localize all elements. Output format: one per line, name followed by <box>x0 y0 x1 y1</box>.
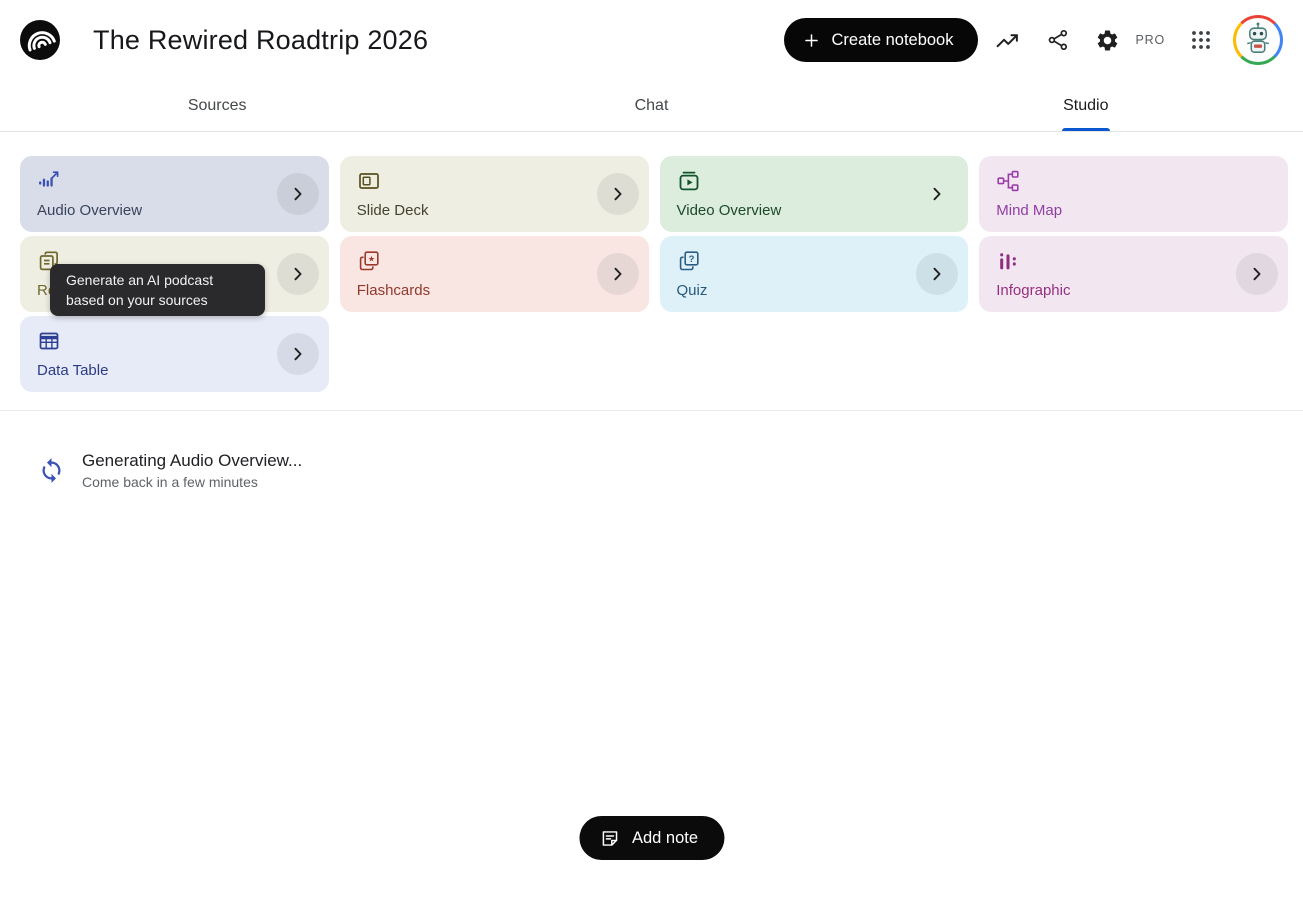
trending-up-icon <box>996 33 1018 47</box>
svg-text:★: ★ <box>368 255 375 264</box>
status-title: Generating Audio Overview... <box>82 451 303 470</box>
card-label: Audio Overview <box>37 202 143 219</box>
pro-badge: PRO <box>1135 33 1165 47</box>
add-note-label: Add note <box>631 828 699 847</box>
flashcards-icon: ★ <box>357 249 381 273</box>
video-overview-icon <box>677 169 701 193</box>
create-notebook-label: Create notebook <box>831 30 954 49</box>
tab-chat[interactable]: Chat <box>434 80 868 131</box>
share-button[interactable] <box>1038 20 1078 60</box>
studio-card-infographic[interactable]: Infographic <box>979 236 1288 312</box>
robot-avatar <box>1236 18 1280 62</box>
status-subtitle: Come back in a few minutes <box>82 474 258 490</box>
studio-cards-grid: Audio Overview Slide Deck <box>20 156 1288 392</box>
tab-active-underline <box>1061 128 1110 131</box>
analytics-button[interactable] <box>988 20 1028 60</box>
card-label: Quiz <box>676 282 708 299</box>
google-apps-button[interactable] <box>1181 20 1221 60</box>
tab-sources-label: Sources <box>187 96 247 114</box>
card-label: Slide Deck <box>356 202 429 219</box>
notebooklm-logo[interactable] <box>20 20 60 60</box>
notebook-title: The Rewired Roadtrip 2026 <box>93 24 429 55</box>
share-icon <box>1048 29 1067 51</box>
audio-waveform-arrow-icon <box>37 169 61 193</box>
account-avatar[interactable] <box>1233 15 1283 65</box>
create-notebook-button[interactable]: Create notebook <box>784 18 978 62</box>
plus-icon <box>805 33 819 47</box>
chevron-right-icon[interactable] <box>916 253 959 295</box>
studio-card-flashcards[interactable]: ★ Flashcards <box>339 236 649 312</box>
note-icon <box>602 830 617 846</box>
panel-tabs: Sources Chat Studio <box>0 80 1303 132</box>
slide-deck-icon <box>357 169 381 193</box>
quiz-icon: ? <box>677 249 701 273</box>
sync-spinner-icon <box>38 457 65 484</box>
add-note-button[interactable]: Add note <box>578 816 725 860</box>
section-divider <box>0 410 1303 411</box>
chevron-right-icon[interactable] <box>596 173 639 215</box>
settings-gear-icon <box>1097 30 1118 50</box>
card-label: Mind Map <box>996 202 1063 219</box>
chevron-right-icon[interactable] <box>276 253 319 295</box>
top-bar: The Rewired Roadtrip 2026 Create noteboo… <box>0 0 1303 80</box>
status-text: Generating Audio Overview... Come back i… <box>82 449 302 492</box>
header-actions: Create notebook PRO <box>784 15 1283 65</box>
generation-status: Generating Audio Overview... Come back i… <box>0 411 1303 492</box>
reports-icon <box>37 249 61 273</box>
studio-card-quiz[interactable]: ? Quiz <box>659 236 969 312</box>
studio-card-mind-map[interactable]: Mind Map <box>979 156 1288 232</box>
audio-overview-tooltip: Generate an AI podcast based on your sou… <box>50 264 265 316</box>
studio-card-video-overview[interactable]: Video Overview <box>659 156 969 232</box>
studio-card-slide-deck[interactable]: Slide Deck <box>339 156 649 232</box>
tab-studio-label: Studio <box>1063 96 1109 114</box>
mind-map-icon <box>996 169 1020 193</box>
chevron-right-icon[interactable] <box>916 173 958 215</box>
studio-card-audio-overview[interactable]: Audio Overview <box>20 156 329 232</box>
studio-panel: Audio Overview Slide Deck <box>0 156 1303 911</box>
tab-studio[interactable]: Studio <box>869 80 1303 131</box>
tab-chat-label: Chat <box>634 96 669 114</box>
settings-button[interactable] <box>1088 20 1128 60</box>
card-label: Flashcards <box>356 282 431 299</box>
chevron-right-icon[interactable] <box>596 253 639 295</box>
logo-arcs-icon <box>27 31 56 52</box>
studio-card-data-table[interactable]: Data Table <box>20 316 329 392</box>
data-table-icon <box>37 329 61 353</box>
infographic-icon <box>996 249 1020 273</box>
card-label: Infographic <box>996 282 1071 299</box>
chevron-right-icon[interactable] <box>276 173 319 215</box>
chevron-right-icon[interactable] <box>276 333 319 375</box>
tab-sources[interactable]: Sources <box>0 80 434 131</box>
svg-text:?: ? <box>688 254 694 265</box>
card-label: Data Table <box>37 362 109 379</box>
chevron-right-icon[interactable] <box>1236 253 1278 295</box>
apps-grid-icon <box>1192 31 1210 49</box>
card-label: Video Overview <box>676 202 782 219</box>
